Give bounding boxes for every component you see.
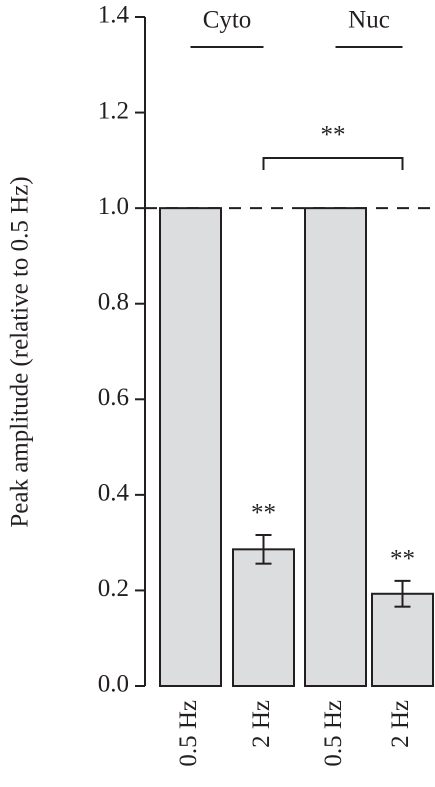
bar	[159, 207, 222, 687]
significance-label: **	[390, 546, 415, 573]
y-tick-label: 0.6	[98, 384, 129, 411]
x-tick-label: 2 Hz	[387, 700, 414, 748]
y-tick-label: 0.8	[98, 288, 129, 315]
bracket-label: **	[321, 122, 346, 149]
y-axis-label: Peak amplitude (relative to 0.5 Hz)	[7, 176, 34, 527]
group-label: Nuc	[348, 7, 390, 34]
y-tick-label: 1.0	[98, 193, 129, 220]
significance-label: **	[251, 500, 276, 527]
x-tick-label: 0.5 Hz	[320, 700, 347, 767]
x-tick-label: 2 Hz	[248, 700, 275, 748]
y-tick-label: 0.4	[98, 480, 130, 507]
y-tick-label: 0.2	[98, 575, 129, 602]
group-label: Cyto	[203, 7, 252, 34]
y-tick-label: 1.2	[98, 97, 129, 124]
bar	[304, 207, 367, 687]
bracket	[262, 157, 404, 170]
y-tick-label: 1.4	[98, 2, 130, 29]
bar	[232, 548, 295, 688]
x-tick-label: 0.5 Hz	[175, 700, 202, 767]
y-tick-label: 0.0	[98, 671, 129, 698]
